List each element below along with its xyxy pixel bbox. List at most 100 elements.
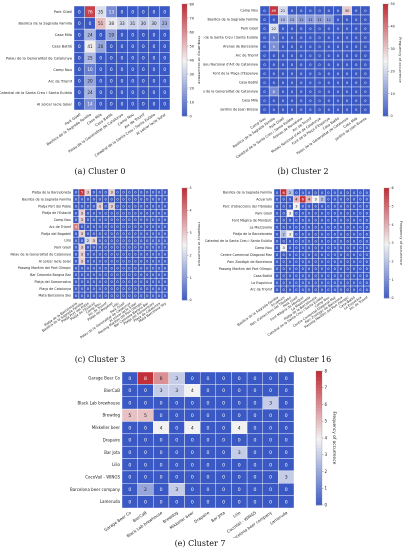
colorbar-segment (383, 40, 388, 44)
cell-value-label: 0 (291, 36, 294, 40)
cell-value-label: 5 (273, 36, 275, 40)
cell-value-label: 22 (271, 27, 276, 31)
cell-value-label: 0 (110, 246, 113, 250)
cell-value-label: 0 (273, 99, 276, 103)
cell-value-label: 0 (321, 212, 324, 216)
cell-value-label: 0 (175, 499, 178, 505)
cell-value-label: 0 (289, 205, 292, 209)
colorbar-segment (182, 99, 187, 103)
colorbar-segment (316, 498, 322, 502)
cell-value-label: 0 (191, 450, 194, 456)
cell-value-label: 4 (191, 425, 194, 431)
cell-value-label: 0 (93, 191, 96, 195)
cell-value-label: 0 (153, 67, 156, 72)
cell-value-label: 0 (131, 79, 134, 84)
cell-value-label: 0 (263, 108, 266, 112)
row-label-casa-mil: Casa Milà (242, 99, 258, 103)
cell-value-label: 0 (238, 388, 241, 394)
cell-value-label: 0 (75, 218, 78, 222)
row-label-casa-mila: Casa Mila (55, 33, 72, 37)
cell-value-label: 0 (253, 450, 256, 456)
cell-value-label: 0 (153, 9, 156, 14)
colorbar-segment (383, 82, 388, 86)
cell-value-label: 0 (295, 239, 298, 243)
colorbar-tick-label: 2 (392, 259, 394, 263)
cell-value-label: 0 (75, 253, 78, 257)
cell-value-label: 0 (78, 32, 81, 37)
colorbar-segment (316, 448, 322, 452)
row-label-cocovail-wings: CocoVail - WINGS (85, 474, 120, 479)
cell-value-label: 2 (87, 239, 89, 243)
cell-value-label: 2 (282, 232, 284, 236)
cell-value-label: 0 (121, 90, 124, 95)
cell-value-label: 0 (152, 232, 155, 236)
cell-value-label: 0 (366, 225, 369, 229)
cell-value-label: 0 (191, 462, 194, 468)
cell-value-label: 0 (78, 90, 81, 95)
cell-value-label: 0 (128, 280, 131, 284)
heatmap-cell (360, 104, 371, 115)
cell-value-label: 0 (346, 72, 349, 76)
cell-value-label: 0 (364, 72, 367, 76)
row-label-palau-de-la-generalitat-de-catalunya: Palau de la Generalitat de Catalunya (203, 90, 258, 94)
cell-value-label: 0 (144, 425, 147, 431)
cell-value-label: 0 (359, 253, 362, 257)
cell-value-label: 0 (353, 191, 356, 195)
cell-value-label: 3 (282, 246, 284, 250)
row-label-camp-nou: Camp Nou (53, 68, 72, 72)
colorbar-segment (384, 281, 389, 285)
colorbar-segment (383, 46, 388, 50)
cell-value-label: 0 (99, 90, 102, 95)
cell-value-label: 0 (302, 281, 305, 285)
cell-value-label: 0 (300, 108, 303, 112)
cell-value-label: 0 (110, 67, 113, 72)
colorbar-segment (383, 20, 388, 24)
cell-value-label: 0 (158, 218, 161, 222)
colorbar-segment (182, 283, 187, 287)
cell-value-label: 0 (110, 253, 113, 257)
colorbar-segment (384, 237, 389, 241)
colorbar-segment (383, 71, 388, 75)
cell-value-label: 0 (334, 239, 337, 243)
cell-value-label: 0 (359, 225, 362, 229)
cell-value-label: 3 (289, 212, 291, 216)
row-label-camp-nou: Camp Nou (54, 218, 71, 222)
cell-value-label: 0 (334, 253, 337, 257)
cell-value-label: 4 (191, 388, 194, 394)
cell-value-label: 0 (364, 99, 367, 103)
cell-value-label: 0 (337, 36, 340, 40)
cell-value-label: 3 (99, 204, 101, 208)
row-label-barcelona-beer-company: Barcelona beer company (70, 487, 121, 492)
cell-value-label: 20 (87, 79, 93, 84)
cell-value-label: 0 (321, 218, 324, 222)
cell-value-label: 0 (122, 198, 125, 202)
cell-value-label: 0 (346, 27, 349, 31)
colorbar-segment (383, 74, 388, 78)
cell-value-label: 0 (340, 288, 343, 292)
cell-value-label: 0 (144, 438, 147, 444)
cell-value-label: 0 (75, 198, 78, 202)
cell-value-label: 0 (75, 287, 78, 291)
cell-value-label: 0 (321, 288, 324, 292)
colorbar-segment (316, 434, 322, 439)
cell-value-label: 4 (160, 425, 163, 431)
cell-value-label: 0 (164, 246, 167, 250)
row-label-arc-de-triomf: Arc de Triomf (48, 79, 72, 83)
colorbar-segment (316, 481, 322, 486)
cell-value-label: 0 (152, 191, 155, 195)
colorbar-label: Frequency of occurrence (331, 412, 337, 465)
cell-value-label: 10 (87, 67, 93, 72)
cell-value-label: 33 (119, 21, 125, 26)
cell-value-label: 0 (81, 287, 84, 291)
cell-value-label: 0 (122, 225, 125, 229)
colorbar-segment (182, 76, 187, 80)
cell-value-label: 0 (75, 259, 78, 263)
cell-value-label: 0 (158, 232, 161, 236)
cell-value-label: 0 (282, 27, 285, 31)
colorbar-tick-label: 70 (190, 16, 195, 20)
cell-value-label: 0 (302, 274, 305, 278)
cell-value-label: 0 (340, 191, 343, 195)
cell-value-label: 0 (273, 108, 276, 112)
cell-value-label: 0 (321, 260, 324, 264)
cell-value-label: 30 (141, 21, 147, 26)
